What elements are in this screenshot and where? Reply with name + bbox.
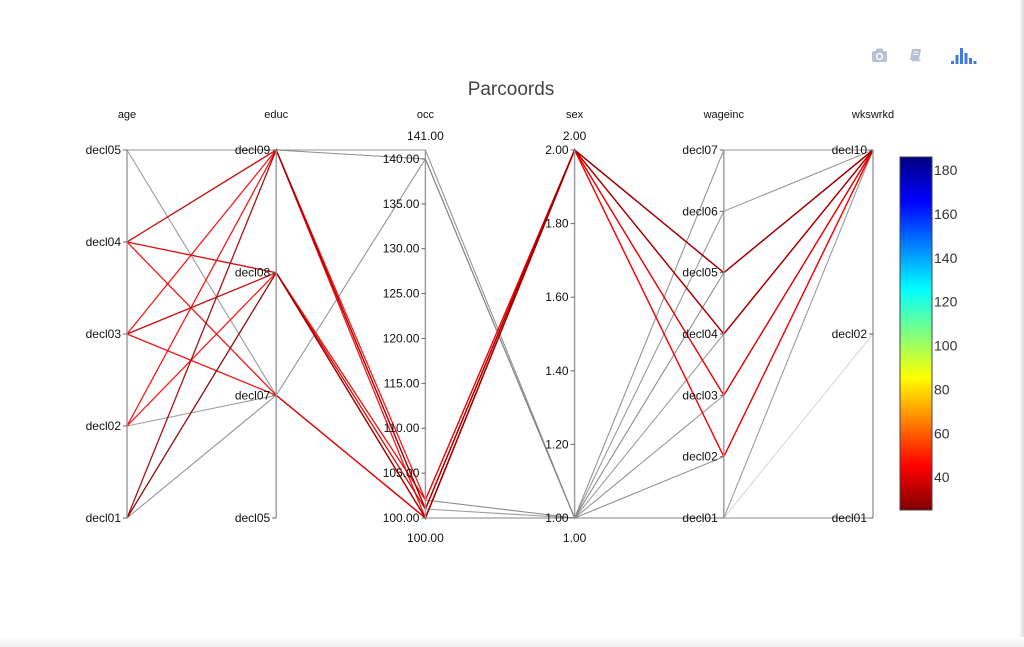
tick-label: decl07 <box>235 388 271 402</box>
tick-label: 110.00 <box>384 421 420 435</box>
colorbar-bar <box>899 156 933 511</box>
axis-range-max: 141.00 <box>407 129 444 143</box>
tick-label: decl02 <box>682 450 718 464</box>
axis-title[interactable]: educ <box>264 109 288 121</box>
tick-label: decl08 <box>235 266 271 280</box>
data-line <box>126 148 874 520</box>
tick-label: decl01 <box>682 511 718 525</box>
axis-wkswrkd[interactable]: wkswrkd decl10 decl02 decl01 <box>832 109 894 525</box>
tick-label: decl01 <box>86 511 122 525</box>
axis-educ[interactable]: educ decl09 decl08 decl07 decl05 <box>235 109 289 525</box>
axis-range-max: 2.00 <box>563 129 587 143</box>
colorbar-tick-label: 140 <box>934 250 958 266</box>
tick-label: decl04 <box>86 235 122 249</box>
tick-label: decl02 <box>832 327 868 341</box>
tick-label: 120.00 <box>383 331 420 345</box>
plotly-logo-icon[interactable] <box>948 42 977 68</box>
tick-label: 105.00 <box>383 466 420 480</box>
tick-label: 135.00 <box>383 197 420 211</box>
axis-wageinc[interactable]: wageinc decl07 decl06 decl05 decl04 decl03 dec… <box>682 109 744 525</box>
data-line <box>126 148 874 519</box>
tick-label: 100.00 <box>383 511 420 525</box>
axis-range-min: 1.00 <box>563 531 587 545</box>
axis-title[interactable]: sex <box>566 109 584 121</box>
tick-label: 140.00 <box>383 152 420 166</box>
tick-label: 1.40 <box>545 364 569 378</box>
colorbar-tick-label: 40 <box>934 469 950 485</box>
colorbar-tick-label: 80 <box>934 381 950 397</box>
tick-label: decl10 <box>832 143 868 157</box>
axis-title[interactable]: age <box>118 109 136 121</box>
tick-label: 1.60 <box>545 290 569 304</box>
data-line <box>126 148 874 502</box>
axis-range-min: 100.00 <box>407 531 444 545</box>
chart-title: Parcoords <box>468 79 555 100</box>
tick-label: decl05 <box>86 143 122 157</box>
tick-label: decl04 <box>682 327 718 341</box>
tick-label: decl03 <box>86 327 122 341</box>
colorbar-tick-label: 120 <box>934 294 958 310</box>
tick-label: decl05 <box>235 511 271 525</box>
tick-label: decl02 <box>86 419 122 433</box>
colorbar-tick-label: 60 <box>934 425 950 441</box>
modebar <box>866 42 986 68</box>
tick-label: decl09 <box>235 143 271 157</box>
lines-layer <box>126 148 874 520</box>
axis-title[interactable]: wageinc <box>703 109 745 121</box>
tick-label: decl05 <box>682 266 718 280</box>
tick-label: 1.20 <box>545 437 569 451</box>
tick-label: decl03 <box>682 388 718 402</box>
edit-in-chart-studio-icon[interactable] <box>902 42 928 68</box>
axes-layer: age decl05 decl04 decl03 decl02 decl01 educ dec… <box>86 109 894 545</box>
camera-icon[interactable] <box>866 42 892 68</box>
tick-label: 130.00 <box>383 242 420 256</box>
axis-title[interactable]: occ <box>417 109 435 121</box>
tick-label: decl07 <box>682 143 718 157</box>
tick-label: decl06 <box>682 204 718 218</box>
tick-label: decl01 <box>832 511 868 525</box>
tick-label: 1.80 <box>545 217 569 231</box>
window-edge <box>1020 0 1024 647</box>
colorbar-tick-label: 160 <box>934 206 958 222</box>
tick-label: 1.00 <box>545 511 569 525</box>
tick-label: 125.00 <box>383 287 420 301</box>
colorbar-tick-label: 100 <box>934 338 958 354</box>
colorbar-tick-label: 180 <box>934 162 958 178</box>
colorbar: 40 60 80 100 120 140 160 180 <box>899 156 958 511</box>
axis-occ[interactable]: occ 140.00 135.00 130.00 125.00 120.00 115.00 1… <box>383 109 444 545</box>
axis-title[interactable]: wkswrkd <box>851 109 894 121</box>
axis-age[interactable]: age decl05 decl04 decl03 decl02 decl01 <box>86 109 137 525</box>
tick-label: 2.00 <box>545 143 569 157</box>
axis-sex[interactable]: sex 2.00 1.80 1.60 1.40 1.20 1.00 2.00 1.00 <box>545 109 586 545</box>
window-bottom-edge <box>0 637 1024 647</box>
tick-label: 115.00 <box>384 376 420 390</box>
